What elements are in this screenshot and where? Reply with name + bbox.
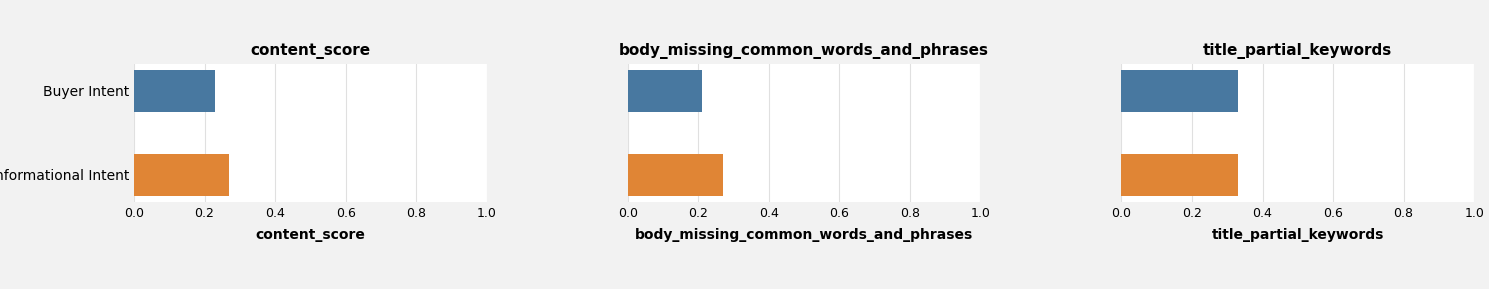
Bar bbox=[134, 154, 229, 196]
Bar bbox=[1121, 70, 1237, 112]
Title: body_missing_common_words_and_phrases: body_missing_common_words_and_phrases bbox=[619, 43, 989, 59]
Bar bbox=[134, 70, 214, 112]
X-axis label: body_missing_common_words_and_phrases: body_missing_common_words_and_phrases bbox=[634, 229, 974, 242]
Bar bbox=[1121, 154, 1237, 196]
Bar bbox=[628, 154, 724, 196]
Title: title_partial_keywords: title_partial_keywords bbox=[1203, 43, 1392, 59]
Bar bbox=[628, 70, 701, 112]
X-axis label: content_score: content_score bbox=[256, 229, 365, 242]
X-axis label: title_partial_keywords: title_partial_keywords bbox=[1212, 229, 1383, 242]
Title: content_score: content_score bbox=[250, 44, 371, 59]
